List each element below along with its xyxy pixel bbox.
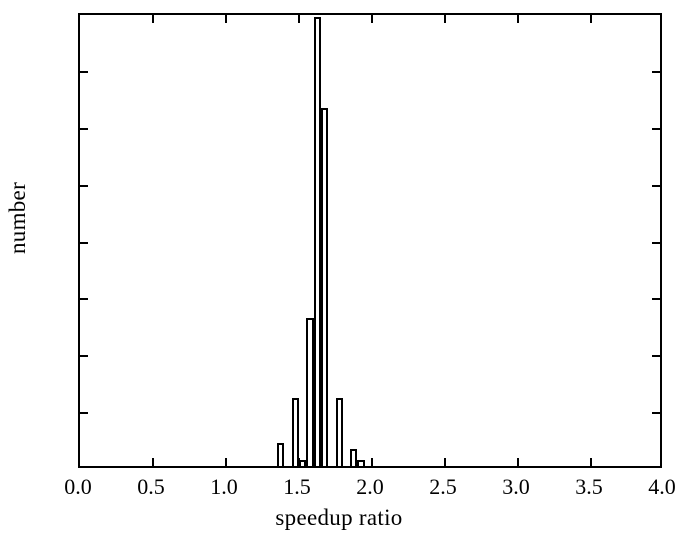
x-tick-mark <box>590 458 592 466</box>
x-tick-label: 1.0 <box>210 474 238 499</box>
x-tick-mark-top <box>298 15 300 23</box>
y-tick-mark <box>80 127 88 130</box>
y-tick-mark-right <box>652 70 660 73</box>
plot-area <box>78 13 662 468</box>
x-tick-label: 2.5 <box>429 474 457 499</box>
histogram-bar <box>291 397 299 466</box>
y-tick-mark-right <box>652 184 660 187</box>
y-tick-mark <box>80 70 88 73</box>
histogram-bar <box>320 107 329 466</box>
y-tick-mark-right <box>652 412 660 415</box>
x-tick-mark-top <box>225 15 227 23</box>
y-tick-mark <box>80 241 88 244</box>
x-tick-label: 3.0 <box>502 474 530 499</box>
y-tick-mark-right <box>652 355 660 358</box>
y-tick-mark-right <box>652 241 660 244</box>
x-tick-mark <box>517 458 519 466</box>
histogram-bar <box>277 443 285 466</box>
x-tick-mark <box>225 458 227 466</box>
y-tick-mark-right <box>652 298 660 301</box>
histogram-bar <box>313 16 321 466</box>
histogram-bar <box>350 448 358 466</box>
x-tick-label: 3.5 <box>575 474 603 499</box>
x-tick-mark-top <box>444 15 446 23</box>
y-axis-title: number <box>5 181 30 255</box>
x-tick-label: 4.0 <box>648 474 676 499</box>
x-tick-mark <box>371 458 373 466</box>
x-tick-label: 0.5 <box>137 474 165 499</box>
histogram-bar <box>306 318 314 466</box>
x-axis-title: speedup ratio <box>275 505 403 530</box>
x-tick-label: 2.0 <box>356 474 384 499</box>
x-tick-mark-top <box>371 15 373 23</box>
y-tick-mark <box>80 184 88 187</box>
y-tick-mark <box>80 355 88 358</box>
histogram-bar <box>335 397 343 466</box>
x-tick-label: 1.5 <box>283 474 311 499</box>
x-tick-label: 0.0 <box>64 474 92 499</box>
x-tick-mark-top <box>152 15 154 23</box>
histogram-bar <box>357 460 365 466</box>
y-tick-mark <box>80 412 88 415</box>
y-tick-mark-right <box>652 127 660 130</box>
y-tick-mark <box>80 298 88 301</box>
x-tick-mark-top <box>590 15 592 23</box>
x-tick-mark <box>298 458 300 466</box>
histogram-bar <box>299 460 307 466</box>
x-tick-mark <box>444 458 446 466</box>
x-tick-mark-top <box>517 15 519 23</box>
x-tick-mark <box>152 458 154 466</box>
